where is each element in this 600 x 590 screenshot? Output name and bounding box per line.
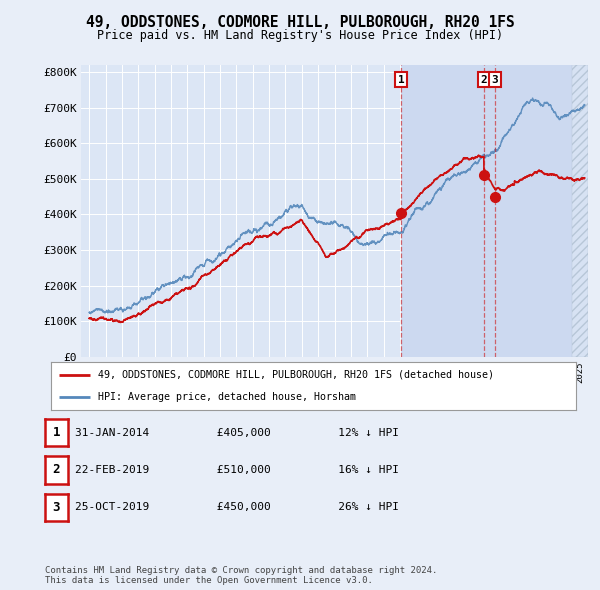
Text: Contains HM Land Registry data © Crown copyright and database right 2024.
This d: Contains HM Land Registry data © Crown c… xyxy=(45,566,437,585)
Text: 31-JAN-2014          £405,000          12% ↓ HPI: 31-JAN-2014 £405,000 12% ↓ HPI xyxy=(75,428,399,438)
Bar xyxy=(401,65,588,357)
Text: 1: 1 xyxy=(53,426,60,440)
Text: 2: 2 xyxy=(53,463,60,477)
Bar xyxy=(572,65,588,357)
Text: 2: 2 xyxy=(481,74,487,84)
Text: 3: 3 xyxy=(53,500,60,514)
Text: 25-OCT-2019          £450,000          26% ↓ HPI: 25-OCT-2019 £450,000 26% ↓ HPI xyxy=(75,502,399,512)
Text: 22-FEB-2019          £510,000          16% ↓ HPI: 22-FEB-2019 £510,000 16% ↓ HPI xyxy=(75,465,399,475)
Text: 49, ODDSTONES, CODMORE HILL, PULBOROUGH, RH20 1FS (detached house): 49, ODDSTONES, CODMORE HILL, PULBOROUGH,… xyxy=(98,370,494,380)
Text: 49, ODDSTONES, CODMORE HILL, PULBOROUGH, RH20 1FS: 49, ODDSTONES, CODMORE HILL, PULBOROUGH,… xyxy=(86,15,514,30)
Text: 1: 1 xyxy=(398,74,404,84)
Text: Price paid vs. HM Land Registry's House Price Index (HPI): Price paid vs. HM Land Registry's House … xyxy=(97,30,503,42)
Text: HPI: Average price, detached house, Horsham: HPI: Average price, detached house, Hors… xyxy=(98,392,356,402)
Text: 3: 3 xyxy=(492,74,499,84)
